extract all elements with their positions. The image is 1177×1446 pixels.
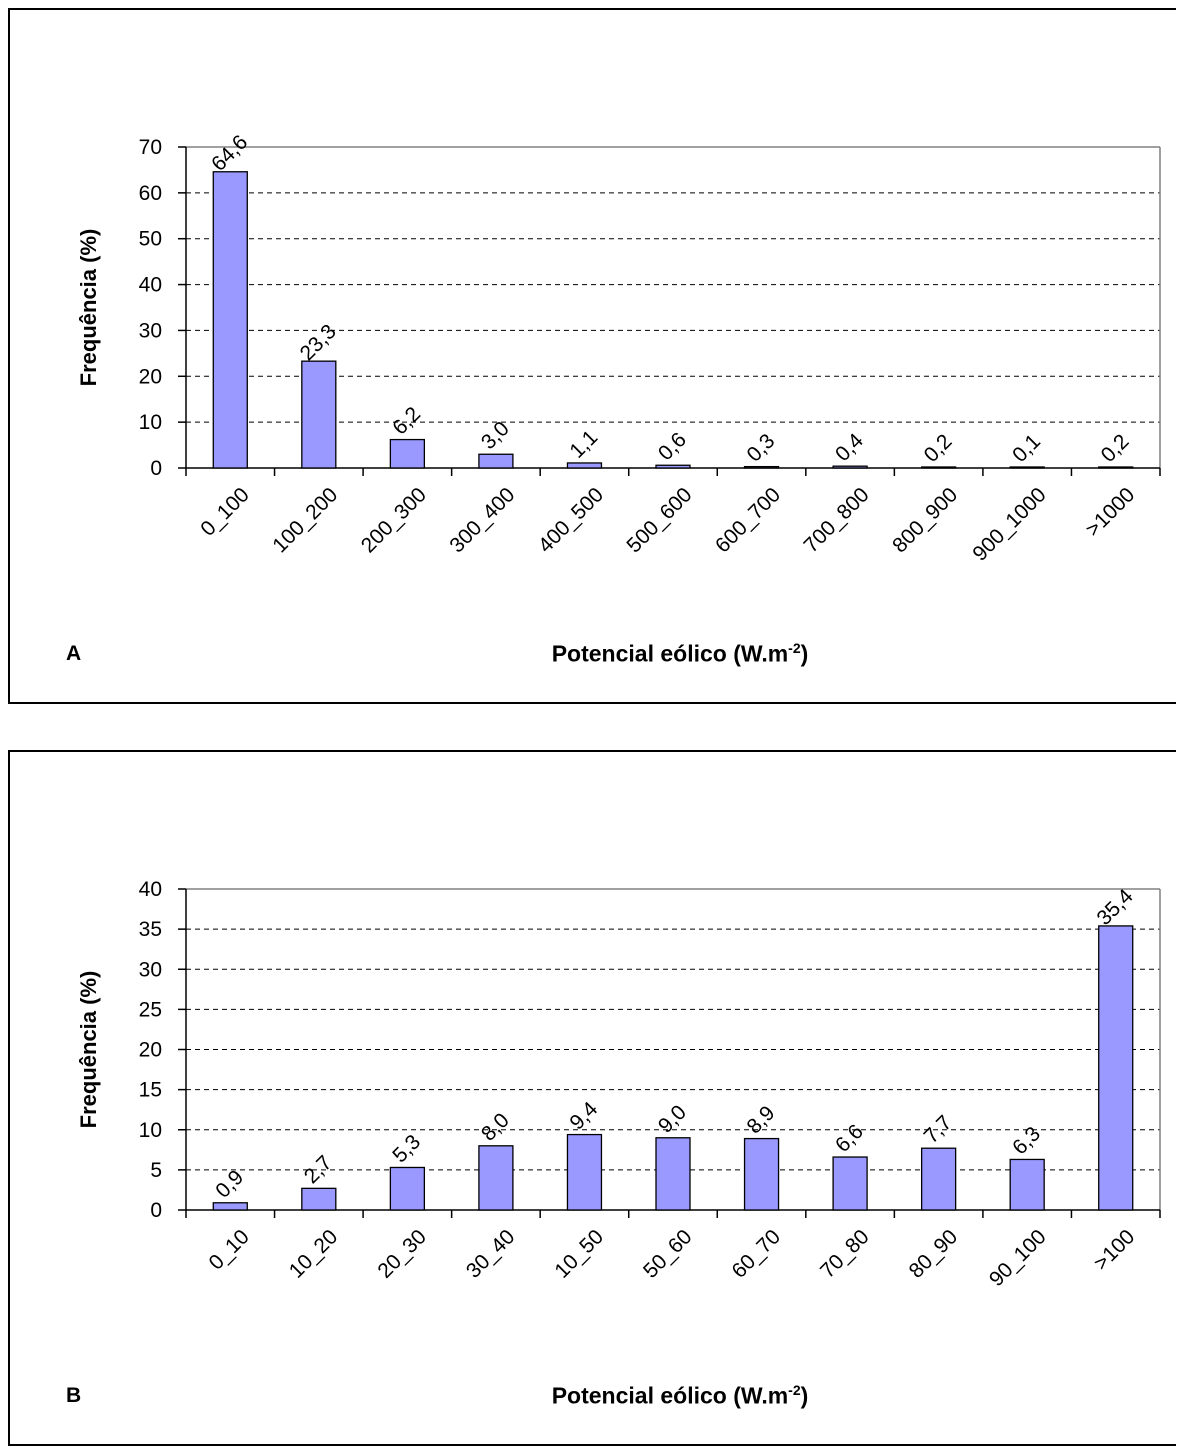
y-tick-label: 30	[139, 319, 162, 342]
x-tick-label: 100_200	[268, 483, 342, 557]
bar	[920, 466, 957, 469]
bar	[566, 1133, 603, 1211]
chart-panel-a: 0 10 20 30 40 50 60 70 Frequência (%) 64,6 0_100 23…	[8, 8, 1176, 704]
data-label: 3,0	[477, 417, 514, 454]
bar	[478, 1145, 514, 1211]
data-label: 8,0	[477, 1109, 514, 1146]
x-tick-label: 30_40	[462, 1225, 520, 1283]
y-tick-label: 40	[139, 878, 162, 901]
data-label: 64,6	[207, 131, 252, 176]
x-tick-label: 50_60	[639, 1225, 697, 1283]
chart-panel-b: 0 5 10 15 20 25 30 35 40 Frequência (%) 0,9 0_10 2,7…	[8, 750, 1176, 1446]
data-label: 9,4	[565, 1097, 602, 1134]
data-label: 0,6	[654, 428, 691, 465]
data-label: 8,9	[742, 1102, 779, 1139]
bar	[1098, 925, 1134, 1211]
bar	[832, 465, 868, 469]
data-label: 0,2	[920, 430, 957, 467]
x-tick-label: 400_500	[534, 483, 608, 557]
y-tick-label: 40	[139, 274, 162, 297]
y-tick-label: 15	[139, 1079, 162, 1102]
bar	[1009, 466, 1045, 469]
y-tick-label: 60	[139, 182, 162, 205]
x-tick-label: 20_30	[373, 1225, 431, 1283]
panel-label: B	[66, 1384, 82, 1407]
bar	[389, 1166, 426, 1211]
data-label: 0,3	[742, 430, 779, 467]
y-tick-label: 50	[139, 228, 162, 251]
bar	[478, 453, 514, 469]
data-label: 0,4	[831, 429, 868, 466]
bar	[1009, 1158, 1045, 1211]
x-tick-label: 700_800	[800, 483, 874, 557]
data-label: 23,3	[296, 320, 341, 365]
y-tick-label: 0	[150, 457, 162, 480]
x-tick-label: 0_100	[196, 483, 254, 541]
bar	[743, 1137, 780, 1211]
bar	[743, 465, 780, 469]
x-tick-label: 10_20	[285, 1225, 343, 1283]
bar-chart-b: 0 5 10 15 20 25 30 35 40 Frequência (%) 0,9 0_10 2,7…	[76, 878, 1161, 1291]
y-tick-label: 0	[150, 1199, 162, 1222]
bar	[920, 1147, 957, 1211]
x-tick-label: 500_600	[622, 483, 696, 557]
bar	[301, 1187, 337, 1211]
bar	[655, 464, 691, 469]
data-label: 0,1	[1008, 430, 1045, 467]
y-tick-label: 20	[139, 1039, 162, 1062]
bar	[655, 1137, 691, 1211]
x-tick-label: 70_80	[816, 1225, 874, 1283]
bar	[1098, 466, 1134, 469]
x-tick-label: 90_100	[985, 1225, 1051, 1291]
y-tick-label: 30	[139, 958, 162, 981]
data-label: 9,0	[654, 1101, 691, 1138]
y-tick-label: 10	[139, 411, 162, 434]
bar	[301, 360, 337, 469]
y-axis-title: Frequência (%)	[76, 971, 101, 1129]
x-tick-label: 200_300	[357, 483, 431, 557]
y-tick-label: 70	[139, 136, 162, 159]
data-label: 35,4	[1093, 885, 1138, 930]
x-tick-label: 10_50	[550, 1225, 608, 1283]
x-tick-label: 0_10	[205, 1225, 254, 1274]
panel-label: A	[66, 642, 82, 665]
data-label: 0,2	[1097, 430, 1134, 467]
y-tick-label: 5	[150, 1159, 162, 1182]
data-label: 6,6	[831, 1120, 868, 1157]
bar-chart-a: 0 10 20 30 40 50 60 70 Frequência (%) 64,6 0_100 23…	[76, 131, 1161, 566]
y-tick-label: 35	[139, 918, 162, 941]
y-tick-label: 10	[139, 1119, 162, 1142]
data-label: 7,7	[920, 1111, 957, 1148]
x-tick-label: >1000	[1081, 483, 1139, 541]
x-tick-label: 300_400	[445, 483, 519, 557]
x-axis-title: Potencial eólico (W.m-2)	[551, 640, 809, 667]
bar	[566, 462, 603, 469]
x-tick-label: >100	[1090, 1225, 1140, 1275]
x-tick-label: 800_900	[888, 483, 962, 557]
x-tick-label: 80_90	[905, 1225, 963, 1283]
x-axis-title: Potencial eólico (W.m-2)	[551, 1382, 809, 1409]
data-label: 6,3	[1008, 1122, 1045, 1159]
x-tick-label: 60_70	[728, 1225, 786, 1283]
data-label: 5,3	[388, 1130, 425, 1167]
data-label: 0,9	[211, 1166, 248, 1203]
data-label: 1,1	[565, 426, 602, 463]
bar	[832, 1156, 868, 1211]
y-tick-label: 20	[139, 365, 162, 388]
x-tick-label: 900_1000	[968, 483, 1050, 565]
bar	[389, 438, 426, 469]
bar	[212, 1202, 248, 1211]
y-tick-label: 25	[139, 998, 162, 1021]
x-tick-label: 600_700	[711, 483, 785, 557]
y-axis-title: Frequência (%)	[76, 229, 101, 387]
data-label: 6,2	[388, 403, 425, 440]
bar	[212, 171, 248, 469]
data-label: 2,7	[300, 1151, 337, 1188]
